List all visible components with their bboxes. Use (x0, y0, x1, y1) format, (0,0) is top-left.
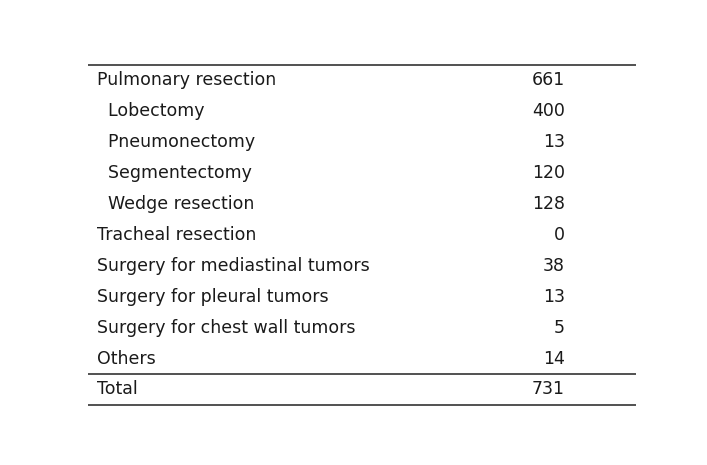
Text: 731: 731 (532, 380, 565, 399)
Text: Segmentectomy: Segmentectomy (97, 164, 252, 182)
Text: Surgery for pleural tumors: Surgery for pleural tumors (97, 288, 328, 306)
Text: Wedge resection: Wedge resection (97, 195, 254, 213)
Text: 38: 38 (543, 257, 565, 275)
Text: Surgery for chest wall tumors: Surgery for chest wall tumors (97, 319, 355, 337)
Text: 14: 14 (543, 350, 565, 367)
Text: Pulmonary resection: Pulmonary resection (97, 71, 276, 89)
Text: Pneumonectomy: Pneumonectomy (97, 133, 255, 151)
Text: Tracheal resection: Tracheal resection (97, 226, 256, 244)
Text: 0: 0 (554, 226, 565, 244)
Text: 128: 128 (532, 195, 565, 213)
Text: 661: 661 (532, 71, 565, 89)
Text: 120: 120 (532, 164, 565, 182)
Text: Total: Total (97, 380, 137, 399)
Text: Lobectomy: Lobectomy (97, 102, 204, 120)
Text: 13: 13 (543, 133, 565, 151)
Text: Surgery for mediastinal tumors: Surgery for mediastinal tumors (97, 257, 369, 275)
Text: Others: Others (97, 350, 156, 367)
Text: 400: 400 (532, 102, 565, 120)
Text: 5: 5 (554, 319, 565, 337)
Text: 13: 13 (543, 288, 565, 306)
